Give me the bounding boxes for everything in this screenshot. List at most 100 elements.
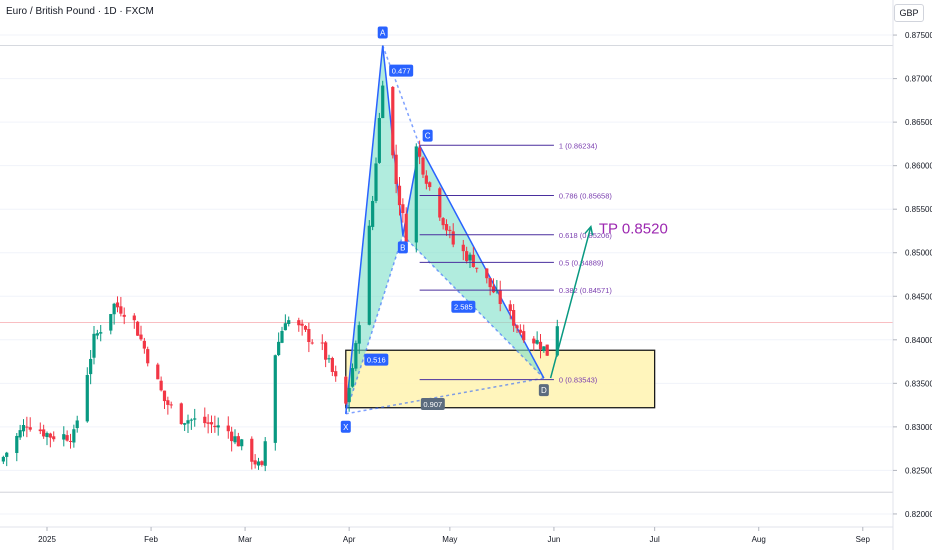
- candle-up: [414, 146, 418, 243]
- y-tick-label: 0.87000: [905, 75, 932, 84]
- fib-label: 0.786 (0.85658): [559, 191, 612, 200]
- candle-down: [166, 400, 170, 405]
- candle-down: [324, 342, 328, 360]
- candle-up: [1, 456, 5, 462]
- horizontal-lines: [0, 45, 893, 493]
- point-badge: [340, 420, 351, 433]
- currency-button[interactable]: GBP: [894, 4, 924, 22]
- candle-up: [193, 418, 197, 420]
- candle-down: [142, 340, 146, 349]
- candle-down: [68, 440, 73, 442]
- fib-label: 1 (0.86234): [559, 141, 598, 150]
- candle-down: [42, 429, 46, 437]
- ratio-label: 2.585: [454, 303, 473, 312]
- triangle-xab: [345, 45, 403, 414]
- symbol-title: Euro / British Pound · 1D · FXCM: [6, 6, 154, 17]
- y-axis: 0.82000 0.82500 0.83000 0.83500 0.84000 0.845…: [892, 0, 932, 550]
- candle-down: [508, 304, 512, 312]
- candle-up: [240, 439, 244, 447]
- candle-down: [169, 404, 173, 406]
- fib-label: 0 (0.83543): [559, 376, 598, 385]
- candle-down: [65, 435, 69, 441]
- ratio-badge: [364, 353, 389, 366]
- candle-down: [310, 342, 314, 344]
- x-tick-label: Jun: [547, 535, 560, 544]
- y-tick-label: 0.83500: [905, 379, 932, 388]
- candle-up: [72, 429, 76, 443]
- demand-zone-rect: [345, 349, 656, 409]
- candle-down: [397, 185, 402, 206]
- candle-down: [213, 425, 217, 428]
- candle-down: [485, 268, 489, 279]
- candle-down: [209, 422, 214, 425]
- candle-up: [18, 430, 22, 438]
- candle-up: [542, 346, 546, 351]
- arrow-shaft: [549, 226, 592, 379]
- candle-up: [273, 355, 277, 443]
- candle-down: [428, 182, 432, 188]
- candle-up: [89, 358, 93, 375]
- demand-zone: [345, 349, 656, 409]
- candle-down: [250, 438, 254, 462]
- leg-xb: [345, 235, 404, 415]
- candle-down: [38, 429, 42, 432]
- candle-down: [515, 325, 519, 329]
- candle-down: [491, 286, 496, 293]
- point-badge: [422, 129, 433, 142]
- ratio-badge: [389, 64, 414, 77]
- point-label: C: [425, 132, 431, 141]
- candle-down: [391, 86, 395, 156]
- candle-up: [85, 375, 89, 422]
- candle-down: [438, 188, 442, 218]
- candle-down: [334, 371, 338, 377]
- candle-down: [545, 344, 549, 356]
- target-label: TP 0.8520: [599, 220, 668, 237]
- y-tick-label: 0.85000: [905, 249, 932, 258]
- candle-up: [350, 368, 355, 387]
- y-tick-label: 0.84500: [905, 292, 932, 301]
- y-tick-label: 0.82000: [905, 510, 932, 519]
- candle-down: [488, 278, 492, 288]
- candle-down: [451, 231, 455, 245]
- candle-down: [444, 224, 449, 231]
- candle-down: [421, 157, 425, 175]
- candle-up: [374, 163, 378, 201]
- point-label: B: [400, 243, 405, 252]
- candle-down: [307, 329, 311, 342]
- candle-up: [62, 434, 66, 440]
- y-tick-label: 0.83000: [905, 423, 932, 432]
- x-tick-label: 2025: [38, 535, 56, 544]
- y-tick-label: 0.87500: [905, 31, 932, 40]
- candle-down: [132, 315, 136, 321]
- candle-up: [371, 201, 375, 227]
- candle-up: [381, 85, 385, 119]
- pattern-labels: X A B C D 0.516 0.477 2.585 0.907: [340, 26, 549, 433]
- fib-label: 0.382 (0.84571): [559, 286, 612, 295]
- candle-up: [186, 420, 190, 424]
- candle-up: [256, 461, 261, 466]
- candle-up: [357, 325, 361, 344]
- candle-up: [354, 343, 358, 369]
- candle-down: [538, 341, 543, 350]
- candle-down: [401, 204, 405, 214]
- y-tick-label: 0.86500: [905, 118, 932, 127]
- candle-down: [203, 416, 207, 424]
- candle-down: [25, 426, 29, 428]
- candle-up: [15, 435, 19, 454]
- candle-down: [122, 314, 126, 317]
- candle-up: [183, 423, 187, 425]
- candle-up: [287, 320, 291, 324]
- candle-down: [303, 326, 308, 330]
- candle-down: [179, 403, 183, 425]
- candle-up: [112, 303, 116, 315]
- candle-down: [260, 461, 264, 465]
- point-label: X: [343, 423, 349, 432]
- leg-xa: [345, 45, 384, 414]
- candle-up: [327, 358, 331, 360]
- point-label: A: [380, 29, 386, 38]
- candle-down: [253, 460, 257, 465]
- arrow-head: [584, 224, 594, 236]
- y-tick-label: 0.84000: [905, 336, 932, 345]
- candle-down: [344, 376, 348, 404]
